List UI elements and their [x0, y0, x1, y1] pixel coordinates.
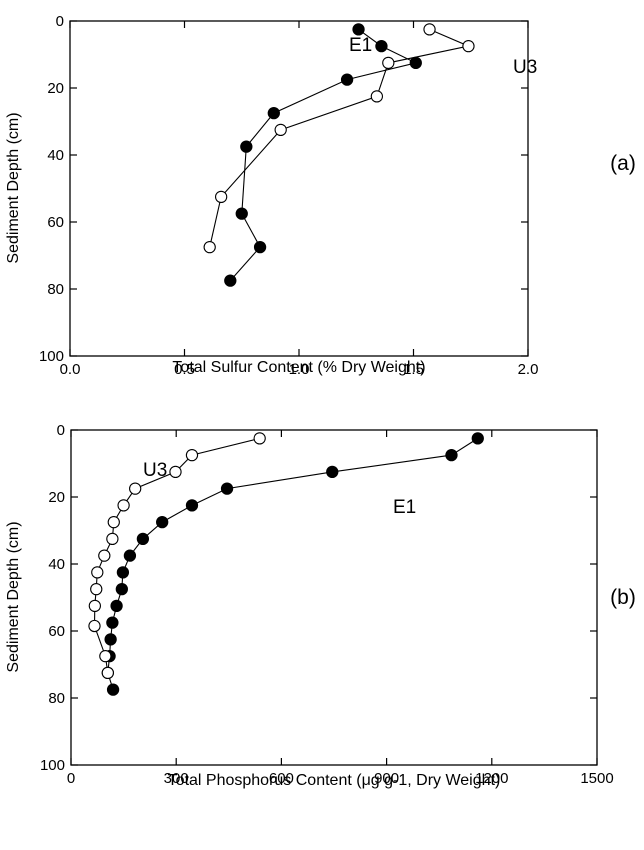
data-point-u3	[117, 499, 130, 512]
data-point-u3	[370, 90, 384, 103]
data-point-u3	[98, 549, 111, 562]
y-axis-title: Sediment Depth (cm)	[5, 521, 22, 672]
x-tick-label: 0.0	[60, 361, 81, 378]
x-tick-label: 1.5	[403, 361, 424, 378]
y-tick-label: 60	[47, 214, 64, 231]
data-point-u3	[129, 482, 142, 495]
data-point-u3	[91, 566, 104, 579]
data-point-e1	[116, 566, 130, 579]
data-point-e1	[106, 616, 119, 629]
y-tick-label: 20	[48, 489, 65, 506]
data-point-u3	[214, 190, 228, 204]
x-tick-label: 0	[67, 770, 75, 787]
x-axis-title: Total Sulfur Content (% Dry Weight)	[172, 359, 425, 376]
y-tick-label: 0	[57, 422, 65, 439]
panel-label: (b)	[610, 586, 636, 609]
data-point-u3	[106, 532, 119, 546]
data-point-e1	[104, 633, 117, 646]
series-label-u3: U3	[143, 460, 167, 481]
x-tick-label: 1.0	[289, 361, 310, 378]
y-tick-label: 60	[48, 623, 65, 640]
y-tick-label: 80	[47, 281, 64, 298]
series-label-e1: E1	[393, 497, 416, 518]
phosphorus-chart-panel: 0 300 600 900 1200 1500 0 20 40 60 80 100 Total Pho…	[5, 422, 636, 789]
data-point-u3	[382, 56, 395, 70]
data-point-u3	[90, 582, 103, 596]
data-point-e1	[115, 582, 128, 596]
data-point-e1	[326, 465, 339, 479]
data-point-u3	[203, 240, 216, 254]
y-tick-label: 100	[39, 348, 64, 365]
x-tick-label: 600	[269, 770, 294, 787]
data-point-e1	[235, 207, 248, 220]
plot-frame	[70, 429, 598, 766]
series-label-u3: U3	[513, 57, 537, 78]
x-tick-label: 2.0	[518, 361, 539, 378]
data-point-e1	[471, 432, 484, 445]
y-tick-label: 40	[47, 147, 64, 164]
data-point-e1	[352, 23, 365, 36]
data-point-e1	[156, 515, 169, 529]
data-point-e1	[240, 140, 253, 153]
data-point-e1	[267, 106, 280, 120]
y-tick-label: 20	[47, 80, 64, 97]
data-point-u3	[101, 666, 114, 680]
data-point-u3	[185, 448, 199, 462]
data-point-u3	[88, 619, 101, 633]
data-point-u3	[107, 515, 120, 529]
data-point-e1	[123, 549, 137, 562]
data-point-u3	[462, 39, 475, 53]
panel-label: (a)	[610, 152, 636, 175]
series-line-u3	[209, 28, 471, 248]
data-point-e1	[106, 683, 120, 696]
series-line-e1	[107, 437, 479, 690]
data-point-u3	[169, 465, 182, 479]
data-point-e1	[136, 532, 150, 546]
data-point-e1	[340, 73, 354, 86]
data-point-u3	[253, 432, 266, 445]
plot-frame	[69, 20, 529, 357]
x-tick-label: 1200	[475, 770, 508, 787]
data-point-e1	[110, 599, 123, 613]
data-point-e1	[445, 448, 458, 462]
y-tick-label: 0	[56, 13, 64, 30]
data-point-e1	[185, 499, 199, 512]
data-point-e1	[220, 482, 234, 495]
y-tick-label: 100	[40, 757, 65, 774]
data-point-e1	[375, 39, 388, 53]
data-point-u3	[99, 649, 112, 663]
data-point-u3	[88, 599, 101, 613]
x-tick-label: 1500	[580, 770, 613, 787]
sulfur-chart-panel: 0.0 0.5 1.0 1.5 2.0 0 20 40 60 80 100 Total Sulfur…	[5, 13, 636, 378]
x-tick-label: 900	[374, 770, 399, 787]
data-point-e1	[409, 56, 422, 70]
y-tick-label: 80	[48, 690, 65, 707]
data-point-e1	[253, 240, 267, 254]
data-point-u3	[423, 23, 436, 36]
data-point-e1	[224, 274, 237, 287]
x-tick-label: 0.5	[174, 361, 195, 378]
y-tick-label: 40	[48, 556, 65, 573]
series-label-e1: E1	[349, 35, 372, 56]
y-axis-title: Sediment Depth (cm)	[5, 112, 22, 263]
x-axis-title: Total Phosphorus Content (μg g-1, Dry We…	[168, 772, 501, 789]
x-tick-label: 300	[164, 770, 189, 787]
data-point-u3	[274, 123, 287, 137]
